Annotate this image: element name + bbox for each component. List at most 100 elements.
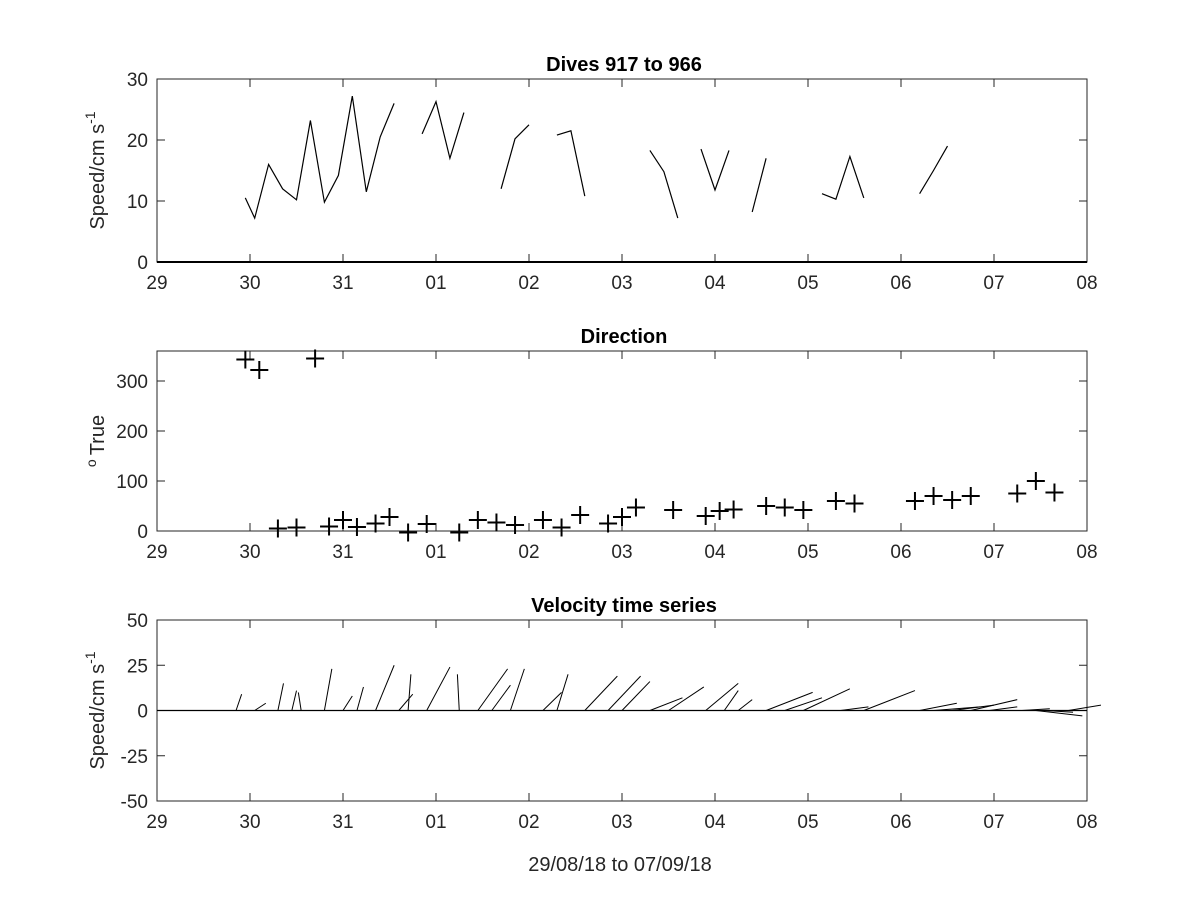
y-label-main: True: [87, 415, 109, 455]
velocity-stick: [277, 683, 284, 711]
direction-marker: [599, 514, 618, 533]
panel-2: 29 30 31 01 02 03 04 05 06 07 08 0 100 200 300 Directio…: [83, 326, 1098, 563]
velocity-stick: [407, 674, 412, 711]
x-tick-label: 05: [797, 542, 818, 563]
velocity-stick: [952, 704, 995, 711]
direction-marker: [468, 511, 487, 529]
y-label-main: Speed/cm s: [87, 664, 109, 770]
direction-marker: [506, 516, 525, 534]
x-tick-label: 07: [983, 273, 1004, 294]
x-tick-label: 06: [890, 273, 911, 294]
x-tick-label: 30: [239, 812, 260, 833]
direction-marker: [905, 492, 924, 510]
velocity-stick: [1045, 710, 1074, 713]
y-tick-label: 0: [137, 702, 148, 723]
velocity-stick: [426, 666, 451, 711]
direction-marker: [571, 506, 590, 524]
y-tick-label: 0: [137, 522, 148, 543]
x-tick-label: 31: [332, 542, 353, 563]
y-tick-label: 50: [127, 611, 148, 632]
direction-marker: [533, 511, 552, 529]
direction-marker: [450, 523, 469, 542]
direction-marker: [845, 494, 864, 513]
direction-marker: [1045, 483, 1064, 502]
direction-marker: [552, 518, 571, 537]
x-tick-label: 01: [425, 812, 446, 833]
velocity-stick: [291, 690, 297, 711]
direction-marker: [696, 507, 715, 525]
velocity-stick: [989, 706, 1018, 711]
panel-3: 29 30 31 01 02 03 04 05 06 07 08 -50 -25 0 25 50 Velocit…: [82, 595, 1102, 833]
velocity-stick: [356, 686, 364, 711]
x-tick-label: 04: [704, 542, 726, 563]
x-tick-label: 06: [890, 812, 911, 833]
direction-marker: [1008, 484, 1027, 503]
x-tick-label: 30: [239, 542, 260, 563]
y-tick-label: 25: [127, 656, 148, 677]
x-tick-label: 08: [1076, 273, 1097, 294]
direction-marker: [757, 497, 776, 515]
direction-marker: [794, 501, 813, 519]
y-tick-label: 30: [127, 70, 148, 91]
x-tick-label: 06: [890, 542, 911, 563]
direction-marker: [710, 502, 729, 520]
velocity-stick: [509, 668, 525, 711]
panel-title: Dives 917 to 966: [546, 54, 702, 76]
velocity-stick: [840, 706, 869, 711]
speed-segment: [556, 130, 586, 197]
direction-marker: [724, 500, 743, 519]
speed-segment: [751, 158, 767, 213]
x-tick-label: 01: [425, 273, 446, 294]
velocity-stick: [737, 699, 753, 711]
speed-segment: [500, 124, 530, 189]
speed-segment: [421, 99, 465, 161]
velocity-stick: [970, 699, 1018, 711]
velocity-stick: [398, 693, 414, 711]
direction-marker: [366, 514, 385, 533]
direction-marker: [306, 349, 325, 368]
y-tick-label: -25: [121, 747, 148, 768]
direction-marker: [664, 501, 683, 519]
y-axis-label: o True: [83, 415, 109, 467]
velocity-stick: [765, 691, 813, 711]
direction-marker: [961, 487, 980, 505]
velocity-stick: [342, 695, 353, 711]
velocity-stick: [584, 675, 618, 711]
velocity-stick: [491, 684, 511, 711]
velocity-stick: [542, 692, 562, 711]
direction-marker: [268, 519, 287, 538]
velocity-stick: [607, 675, 641, 711]
direction-marker: [399, 523, 418, 542]
velocity-stick: [621, 681, 651, 711]
direction-marker: [826, 492, 845, 510]
x-tick-label: 07: [983, 542, 1004, 563]
y-label-superscript: -1: [82, 111, 98, 124]
direction-marker: [943, 491, 962, 509]
y-tick-label: 300: [116, 372, 148, 393]
y-tick-label: 20: [127, 131, 148, 152]
velocity-stick: [1035, 710, 1083, 717]
direction-marker: [613, 508, 631, 526]
direction-marker: [775, 498, 794, 517]
panel-title: Direction: [581, 326, 668, 348]
panel-1: 29 30 31 01 02 03 04 05 06 07 08 0 10 20 30 Dives 917 t…: [82, 54, 1098, 294]
velocity-stick: [477, 668, 509, 711]
velocity-stick: [456, 674, 460, 711]
direction-marker: [924, 487, 943, 505]
y-tick-label: -50: [121, 792, 148, 813]
y-label-main: Speed/cm s: [87, 124, 109, 230]
x-tick-label: 02: [518, 812, 539, 833]
speed-segment: [919, 145, 949, 195]
speed-segment: [649, 150, 679, 219]
y-axis-label: Speed/cm s-1: [82, 111, 109, 229]
x-tick-label: 08: [1076, 542, 1097, 563]
velocity-stick: [254, 702, 267, 711]
x-tick-label: 29: [146, 273, 167, 294]
velocity-stick: [323, 668, 333, 711]
direction-marker: [347, 518, 366, 536]
direction-marker: [250, 361, 269, 379]
y-tick-label: 200: [116, 422, 148, 443]
speed-segment: [700, 148, 730, 192]
x-tick-label: 05: [797, 812, 818, 833]
